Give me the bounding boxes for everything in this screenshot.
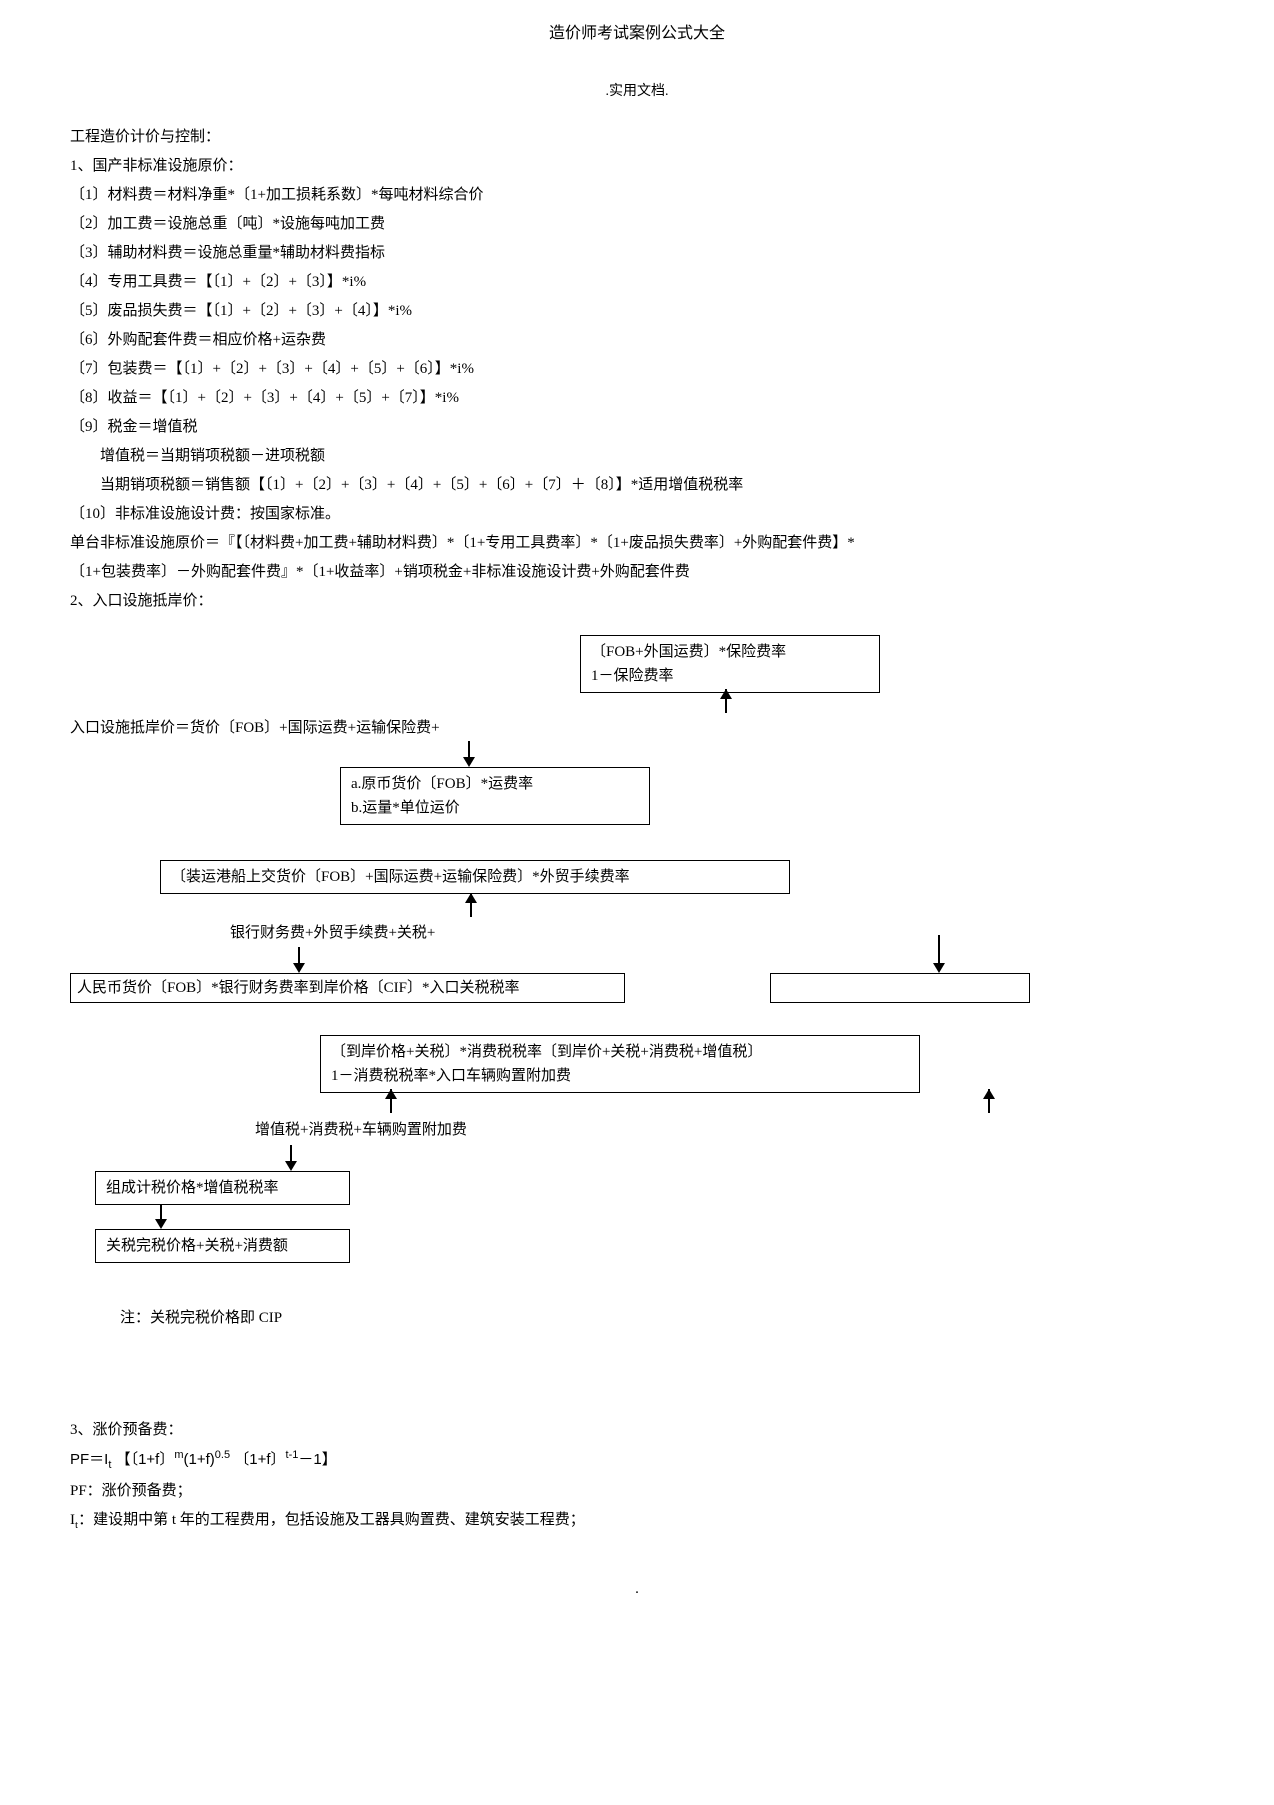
box-insurance-l2: 1－保险费率 (591, 664, 869, 688)
formula-4: 〔4〕专用工具费＝【〔1〕+〔2〕+〔3〕】*i% (70, 269, 1204, 296)
main-title: 造价师考试案例公式大全 (40, 20, 1234, 49)
arrow-up-icon (983, 1089, 995, 1099)
box-bank-fee-text: 人民币货价〔FOB〕*银行财务费率到岸价格〔CIF〕*入口关税税率 (77, 980, 520, 996)
box-vat-text: 组成计税价格*增值税税率 (106, 1180, 279, 1196)
box-freight-l2: b.运量*单位运价 (351, 796, 639, 820)
box-trade-fee-text: 〔装运港船上交货价〔FOB〕+国际运费+运输保险费〕*外贸手续费率 (171, 869, 630, 885)
box-freight: a.原币货价〔FOB〕*运费率 b.运量*单位运价 (340, 767, 650, 825)
arrow-down-icon (155, 1219, 167, 1229)
section-heading: 工程造价计价与控制： (70, 124, 1204, 151)
formula-9b: 当期销项税额＝销售额【〔1〕+〔2〕+〔3〕+〔4〕+〔5〕+〔6〕+〔7〕＋〔… (70, 472, 1204, 499)
tax-text: 增值税+消费税+车辆购置附加费 (255, 1117, 467, 1144)
formula-5: 〔5〕废品损失费＝【〔1〕+〔2〕+〔3〕+〔4〕】*i% (70, 298, 1204, 325)
arrow-down-icon (293, 963, 305, 973)
pf-mid2: 〔1+f〕 (234, 1451, 285, 1468)
box-tariff-text: 关税完税价格+关税+消费额 (106, 1238, 288, 1254)
arrow-down-icon (463, 757, 475, 767)
arrow-up-icon (385, 1089, 397, 1099)
box-bank-fee: 人民币货价〔FOB〕*银行财务费率到岸价格〔CIF〕*入口关税税率 (70, 973, 625, 1003)
item2-title: 2、入口设施抵岸价： (70, 588, 1204, 615)
pf-rest: 【〔1+f〕 (116, 1451, 175, 1468)
pf-end: －1】 (298, 1451, 336, 1468)
mid-text: 银行财务费+外贸手续费+关税+ (230, 920, 435, 947)
formula-1: 〔1〕材料费＝材料净重*〔1+加工损耗系数〕*每吨材料综合价 (70, 182, 1204, 209)
box-consumption-l1: 〔到岸价格+关税〕*消费税税率〔到岸价+关税+消费税+增值税〕 (331, 1040, 909, 1064)
arrow-down-icon (933, 963, 945, 973)
pf-def: PF：涨价预备费； (70, 1478, 1204, 1505)
box-consumption-l2: 1－消费税税率*入口车辆购置附加费 (331, 1064, 909, 1088)
content-body: 工程造价计价与控制： 1、国产非标准设施原价： 〔1〕材料费＝材料净重*〔1+加… (40, 124, 1234, 1536)
formula-9a: 增值税＝当期销项税额－进项税额 (70, 443, 1204, 470)
pf-mid: (1+f) (184, 1451, 215, 1468)
formula-3: 〔3〕辅助材料费＝设施总重量*辅助材料费指标 (70, 240, 1204, 267)
sub-title: .实用文档. (40, 79, 1234, 104)
box-consumption-tax: 〔到岸价格+关税〕*消费税税率〔到岸价+关税+消费税+增值税〕 1－消费税税率*… (320, 1035, 920, 1093)
box-trade-fee: 〔装运港船上交货价〔FOB〕+国际运费+运输保险费〕*外贸手续费率 (160, 860, 790, 894)
formula-2: 〔2〕加工费＝设施总重〔吨〕*设施每吨加工费 (70, 211, 1204, 238)
it-def-text: ：建设期中第 t 年的工程费用，包括设施及工器具购置费、建筑安装工程费； (78, 1512, 585, 1528)
main-formula-text: 入口设施抵岸价＝货价〔FOB〕+国际运费+运输保险费+ (70, 715, 440, 742)
note-text: 注：关税完税价格即 CIP (120, 1305, 282, 1332)
formula-7: 〔7〕包装费＝【〔1〕+〔2〕+〔3〕+〔4〕+〔5〕+〔6〕】*i% (70, 356, 1204, 383)
box-insurance: 〔FOB+外国运费〕*保险费率 1－保险费率 (580, 635, 880, 693)
formula-8: 〔8〕收益＝【〔1〕+〔2〕+〔3〕+〔4〕+〔5〕+〔7〕】*i% (70, 385, 1204, 412)
arrow-up-icon (465, 893, 477, 903)
pf-prefix: PF＝I (70, 1451, 108, 1468)
formula-9: 〔9〕税金＝增值税 (70, 414, 1204, 441)
item3-title: 3、涨价预备费： (70, 1417, 1204, 1444)
pf-formula: PF＝It 【〔1+f〕m(1+f)0.5 〔1+f〕t-1－1】 (70, 1446, 1204, 1476)
box-vat: 组成计税价格*增值税税率 (95, 1171, 350, 1205)
box-empty (770, 973, 1030, 1003)
it-def: It：建设期中第 t 年的工程费用，包括设施及工器具购置费、建筑安装工程费； (70, 1507, 1204, 1536)
box-freight-l1: a.原币货价〔FOB〕*运费率 (351, 772, 639, 796)
formula-6: 〔6〕外购配套件费＝相应价格+运杂费 (70, 327, 1204, 354)
box-tariff: 关税完税价格+关税+消费额 (95, 1229, 350, 1263)
summary-1: 单台非标准设施原价＝『【〔材料费+加工费+辅助材料费〕*〔1+专用工具费率〕*〔… (70, 530, 1204, 557)
summary-2: 〔1+包装费率〕－外购配套件费』*〔1+收益率〕+销项税金+非标准设施设计费+外… (70, 559, 1204, 586)
arrow-down-icon (285, 1161, 297, 1171)
item1-title: 1、国产非标准设施原价： (70, 153, 1204, 180)
arrow-up-icon (720, 689, 732, 699)
footer: . (40, 1576, 1234, 1603)
formula-10: 〔10〕非标准设施设计费：按国家标准。 (70, 501, 1204, 528)
flowchart-diagram: 〔FOB+外国运费〕*保险费率 1－保险费率 入口设施抵岸价＝货价〔FOB〕+国… (70, 635, 1204, 1415)
box-insurance-l1: 〔FOB+外国运费〕*保险费率 (591, 640, 869, 664)
